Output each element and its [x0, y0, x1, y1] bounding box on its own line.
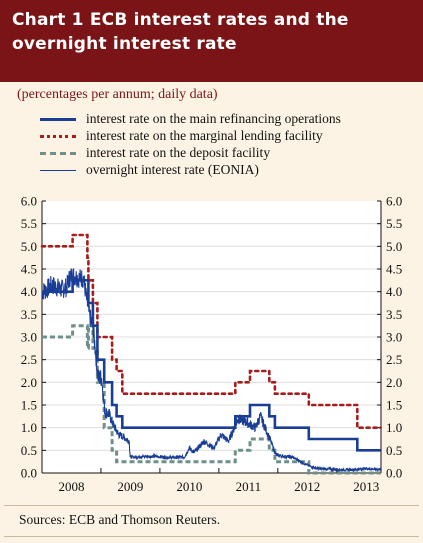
chart-header: Chart 1 ECB interest rates and the overn…	[0, 0, 423, 82]
y-tick-label-left: 1.0	[21, 420, 37, 435]
legend-item-eonia: overnight interest rate (EONIA)	[40, 162, 400, 179]
y-tick-label-left: 1.5	[21, 398, 37, 413]
legend-item-deposit: interest rate on the deposit facility	[40, 145, 400, 162]
y-tick-label-right: 0.5	[386, 443, 402, 458]
y-tick-label-right: 1.0	[386, 420, 402, 435]
y-tick-label-left: 3.5	[21, 307, 37, 322]
chart-source: Sources: ECB and Thomson Reuters.	[19, 512, 221, 527]
legend-label-marginal: interest rate on the marginal lending fa…	[86, 128, 323, 143]
legend-label-mro: interest rate on the main refinancing op…	[86, 111, 341, 126]
x-tick-label: 2008	[58, 479, 84, 494]
legend-label-eonia: overnight interest rate (EONIA)	[86, 162, 259, 177]
y-tick-label-right: 5.0	[386, 239, 402, 254]
chart-title-line-2: overnight interest rate	[12, 34, 237, 54]
y-tick-label-left: 2.0	[21, 375, 37, 390]
legend-swatch-eonia	[40, 170, 76, 171]
y-tick-label-right: 4.5	[386, 262, 402, 277]
y-tick-label-left: 4.0	[21, 284, 37, 299]
y-tick-label-left: 3.0	[21, 330, 37, 345]
chart-plot: 0.0 0.0 0.5 0.5 1.0 1.0 1.5 1.5 2.0 2.0 2.5 2.5 3.0 3…	[21, 194, 403, 495]
series-line-eonia	[41, 267, 382, 473]
y-tick-label-left: 6.0	[21, 194, 37, 209]
legend-item-marginal: interest rate on the marginal lending fa…	[40, 128, 400, 145]
x-tick-label: 2013	[353, 479, 379, 494]
legend-swatch-deposit	[40, 152, 76, 155]
series-line-marginal	[40, 233, 382, 429]
y-tick-label-right: 3.0	[386, 330, 402, 345]
y-tick-label-left: 4.5	[21, 262, 37, 277]
y-tick-label-left: 5.5	[21, 216, 37, 231]
source-divider	[4, 505, 419, 506]
chart-legend: interest rate on the main refinancing op…	[40, 111, 400, 179]
y-tick-label-right: 2.5	[386, 352, 402, 367]
y-tick-label-left: 0.0	[21, 466, 37, 481]
x-tick-label: 2010	[176, 479, 202, 494]
series-line-mro	[42, 279, 381, 452]
x-tick-label: 2009	[117, 479, 143, 494]
series-line-deposit	[42, 324, 381, 475]
y-tick-label-left: 0.5	[21, 443, 37, 458]
y-tick-label-right: 5.5	[386, 216, 402, 231]
y-tick-label-right: 6.0	[386, 194, 402, 209]
x-tick-label: 2011	[236, 479, 262, 494]
legend-label-deposit: interest rate on the deposit facility	[86, 145, 271, 160]
y-tick-label-right: 3.5	[386, 307, 402, 322]
bottom-divider	[4, 536, 419, 537]
y-tick-label-left: 5.0	[21, 239, 37, 254]
y-tick-label-right: 0.0	[386, 466, 402, 481]
y-tick-label-right: 1.5	[386, 398, 402, 413]
legend-item-mro: interest rate on the main refinancing op…	[40, 111, 400, 128]
x-tick-label: 2012	[294, 479, 320, 494]
legend-swatch-marginal	[40, 135, 76, 138]
y-tick-label-right: 2.0	[386, 375, 402, 390]
y-tick-label-left: 2.5	[21, 352, 37, 367]
chart-subtitle: (percentages per annum; daily data)	[17, 87, 218, 102]
legend-swatch-mro	[40, 118, 76, 121]
chart-title-line-1: Chart 1 ECB interest rates and the	[12, 10, 349, 30]
y-tick-label-right: 4.0	[386, 284, 402, 299]
